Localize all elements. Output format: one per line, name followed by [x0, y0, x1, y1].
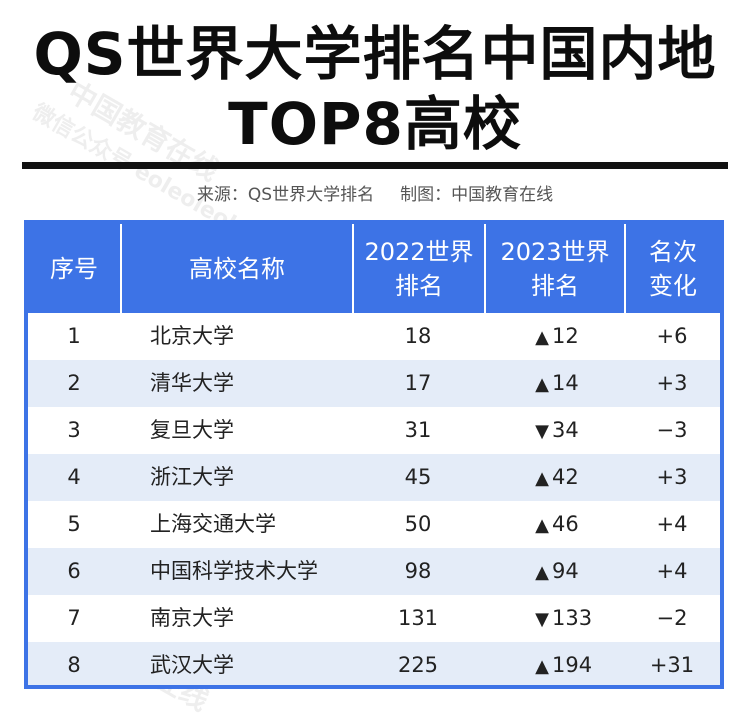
- cell-2022-rank: 45: [404, 465, 432, 489]
- header-2023-rank: 2023世界 排名: [484, 224, 624, 313]
- cell-2022-rank: 225: [397, 653, 439, 677]
- cell-change: +4: [656, 559, 688, 583]
- trend-icon: ▼: [535, 609, 549, 630]
- rank-2023-value: 46: [552, 512, 579, 536]
- cell-no: 7: [67, 606, 81, 630]
- cell-no: 2: [67, 371, 81, 395]
- table-row: 5 上海交通大学 50 ▲ 46 +4: [28, 501, 720, 548]
- school-name: 上海交通大学: [150, 512, 276, 536]
- trend-icon: ▲: [535, 562, 549, 583]
- cell-school: 武汉大学: [120, 642, 352, 685]
- cell-no: 4: [67, 465, 81, 489]
- ranking-table: 序号 高校名称 2022世界 排名 2023世界 排名 名次 变化 1 北京大学: [24, 220, 724, 689]
- cell-2022-rank: 18: [404, 324, 432, 348]
- header-2023-line1: 2023世界: [500, 237, 610, 266]
- source-line: 来源：QS世界大学排名 制图：中国教育在线: [0, 184, 750, 206]
- school-name: 南京大学: [150, 606, 234, 630]
- trend-icon: ▲: [535, 515, 549, 536]
- header-change-line1: 名次: [649, 237, 697, 266]
- header-change-line2: 变化: [649, 271, 697, 300]
- school-name: 中国科学技术大学: [150, 559, 318, 583]
- table-row: 3 复旦大学 31 ▼ 34 −3: [28, 407, 720, 454]
- trend-icon: ▼: [535, 421, 549, 442]
- trend-icon: ▲: [535, 468, 549, 489]
- header-rank-label: 序号: [50, 254, 98, 283]
- rank-2023-value: 12: [552, 324, 579, 348]
- rank-2023-value: 14: [552, 371, 579, 395]
- cell-school: 南京大学: [120, 595, 352, 642]
- cell-2023-rank: ▲ 94: [484, 548, 624, 595]
- cell-school: 北京大学: [120, 313, 352, 360]
- header-2022-line2: 排名: [394, 271, 443, 300]
- cell-2023-rank: ▲ 12: [484, 313, 624, 360]
- header-2023-line2: 排名: [530, 271, 579, 300]
- cell-2023-rank: ▲ 46: [484, 501, 624, 548]
- header-2022-line1: 2022世界: [364, 237, 474, 266]
- cell-change: +4: [656, 512, 688, 536]
- cell-change: +6: [656, 324, 688, 348]
- cell-2022-rank: 50: [404, 512, 432, 536]
- cell-no: 6: [67, 559, 81, 583]
- cell-school: 浙江大学: [120, 454, 352, 501]
- cell-2023-rank: ▲ 42: [484, 454, 624, 501]
- cell-no: 5: [67, 512, 81, 536]
- rank-2023-value: 42: [552, 465, 579, 489]
- school-name: 北京大学: [150, 324, 234, 348]
- table-row: 7 南京大学 131 ▼ 133 −2: [28, 595, 720, 642]
- cell-2023-rank: ▲ 194: [484, 642, 624, 685]
- trend-icon: ▲: [535, 656, 549, 677]
- cell-school: 复旦大学: [120, 407, 352, 454]
- trend-icon: ▲: [535, 374, 549, 395]
- school-name: 清华大学: [150, 371, 234, 395]
- page-title: QS世界大学排名中国内地: [33, 20, 717, 88]
- header-change: 名次 变化: [624, 224, 720, 313]
- cell-2022-rank: 17: [404, 371, 432, 395]
- cell-school: 清华大学: [120, 360, 352, 407]
- header-school: 高校名称: [120, 224, 352, 313]
- cell-2022-rank: 98: [404, 559, 432, 583]
- table-row: 6 中国科学技术大学 98 ▲ 94 +4: [28, 548, 720, 595]
- source-producer: 制图：中国教育在线: [400, 185, 554, 205]
- cell-2023-rank: ▼ 133: [484, 595, 624, 642]
- school-name: 浙江大学: [150, 465, 234, 489]
- title-divider: [22, 162, 728, 169]
- rank-2023-value: 34: [552, 418, 579, 442]
- cell-2023-rank: ▼ 34: [484, 407, 624, 454]
- school-name: 复旦大学: [150, 418, 234, 442]
- cell-no: 3: [67, 418, 81, 442]
- cell-school: 中国科学技术大学: [120, 548, 352, 595]
- rank-2023-value: 94: [552, 559, 579, 583]
- cell-no: 1: [67, 324, 81, 348]
- table-row: 8 武汉大学 225 ▲ 194 +31: [28, 642, 720, 685]
- cell-2022-rank: 31: [404, 418, 432, 442]
- cell-2022-rank: 131: [397, 606, 439, 630]
- header-rank: 序号: [28, 224, 120, 313]
- page-subtitle: TOP8高校: [228, 90, 522, 158]
- cell-change: −3: [656, 418, 688, 442]
- cell-change: +3: [656, 465, 688, 489]
- cell-change: +31: [649, 653, 695, 677]
- cell-school: 上海交通大学: [120, 501, 352, 548]
- source-origin: 来源：QS世界大学排名: [196, 185, 375, 205]
- header-school-label: 高校名称: [189, 254, 285, 283]
- cell-change: +3: [656, 371, 688, 395]
- rank-2023-value: 194: [552, 653, 593, 677]
- rank-2023-value: 133: [552, 606, 593, 630]
- header-2022-rank: 2022世界 排名: [352, 224, 484, 313]
- cell-change: −2: [656, 606, 688, 630]
- trend-icon: ▲: [535, 327, 549, 348]
- school-name: 武汉大学: [150, 653, 234, 677]
- table-row: 2 清华大学 17 ▲ 14 +3: [28, 360, 720, 407]
- cell-2023-rank: ▲ 14: [484, 360, 624, 407]
- cell-no: 8: [67, 653, 81, 677]
- table-row: 4 浙江大学 45 ▲ 42 +3: [28, 454, 720, 501]
- table-row: 1 北京大学 18 ▲ 12 +6: [28, 313, 720, 360]
- table-header: 序号 高校名称 2022世界 排名 2023世界 排名 名次 变化: [28, 224, 720, 313]
